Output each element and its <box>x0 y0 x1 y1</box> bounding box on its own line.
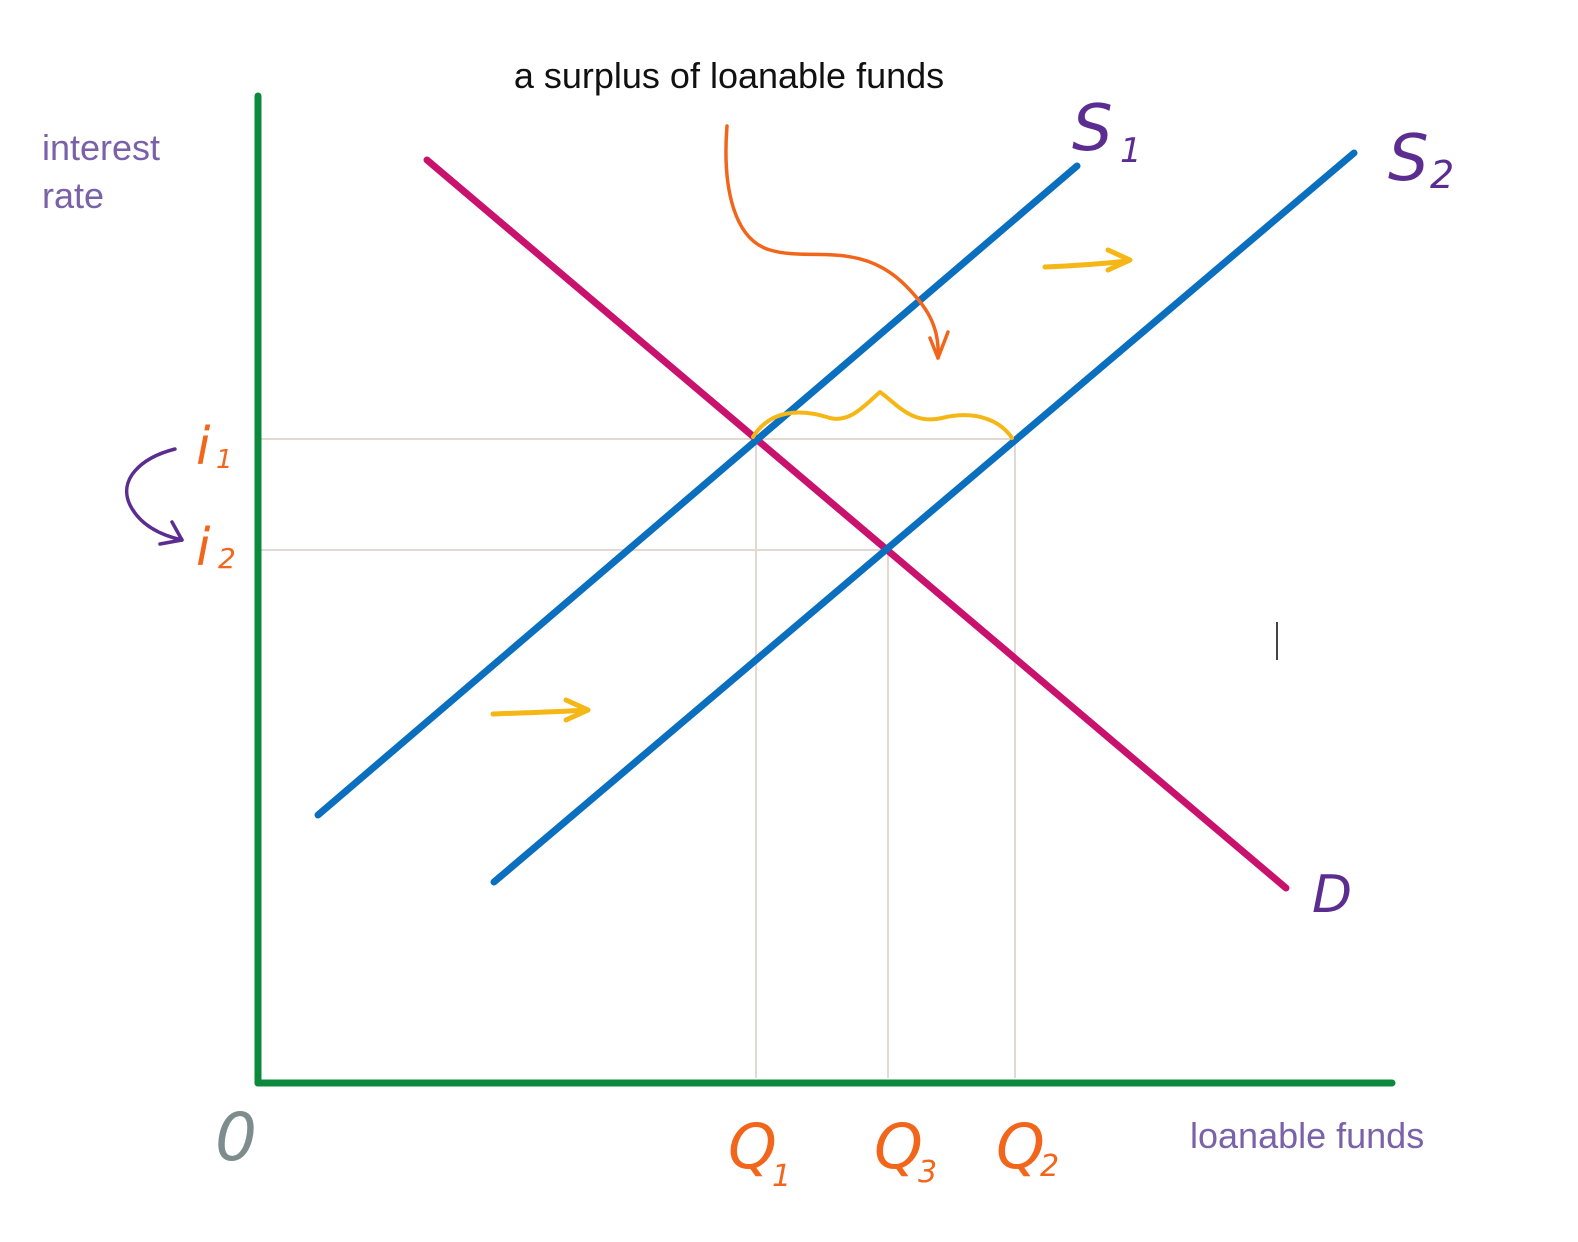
quantity-label-q1-main: Q <box>728 1110 777 1183</box>
quantity-label-q2-main: Q <box>996 1110 1045 1183</box>
demand-curve <box>423 156 1290 892</box>
supply1-label-sub: 1 <box>1120 131 1142 171</box>
y-axis-title-line2: rate <box>42 175 104 216</box>
rate-label-i2-sub: 2 <box>218 542 236 575</box>
supply2-label-main: S <box>1388 122 1429 196</box>
surplus-annotation: a surplus of loanable funds <box>514 55 944 96</box>
supply1-label-main: S <box>1072 92 1113 166</box>
supply1-label: S 1 <box>1072 92 1142 171</box>
quantity-label-q1-sub: 1 <box>772 1159 791 1194</box>
quantity-label-q2: Q 2 <box>996 1110 1059 1184</box>
axes <box>254 92 1396 1087</box>
shift-arrow-upper <box>1042 247 1133 273</box>
rate-label-i2-main: i <box>196 518 211 578</box>
demand-label: D <box>1312 865 1352 925</box>
surplus-brace <box>751 390 1014 440</box>
guide-lines <box>258 438 1016 1078</box>
supply-curve-s2 <box>490 149 1358 886</box>
rate-label-i1-main: i <box>196 417 211 477</box>
quantity-label-q3: Q 3 <box>874 1110 937 1190</box>
rate-label-i2: i 2 <box>196 518 236 578</box>
quantity-label-q2-sub: 2 <box>1040 1149 1059 1184</box>
supply2-label-sub: 2 <box>1430 153 1454 197</box>
origin-label: 0 <box>215 1099 257 1176</box>
rate-label-i1-sub: 1 <box>216 445 233 475</box>
supply2-label: S 2 <box>1388 122 1454 197</box>
surplus-pointer-arrow <box>724 124 950 360</box>
quantity-label-q3-sub: 3 <box>918 1155 937 1190</box>
supply-curve-s1 <box>314 162 1081 819</box>
rate-drop-arrow <box>124 447 184 546</box>
y-axis-title-line1: interest <box>42 127 160 168</box>
rate-label-i1: i 1 <box>196 417 233 477</box>
quantity-label-q3-main: Q <box>874 1110 923 1183</box>
x-axis-title: loanable funds <box>1190 1115 1424 1156</box>
shift-arrow-lower <box>490 697 591 723</box>
quantity-label-q1: Q 1 <box>728 1110 791 1194</box>
